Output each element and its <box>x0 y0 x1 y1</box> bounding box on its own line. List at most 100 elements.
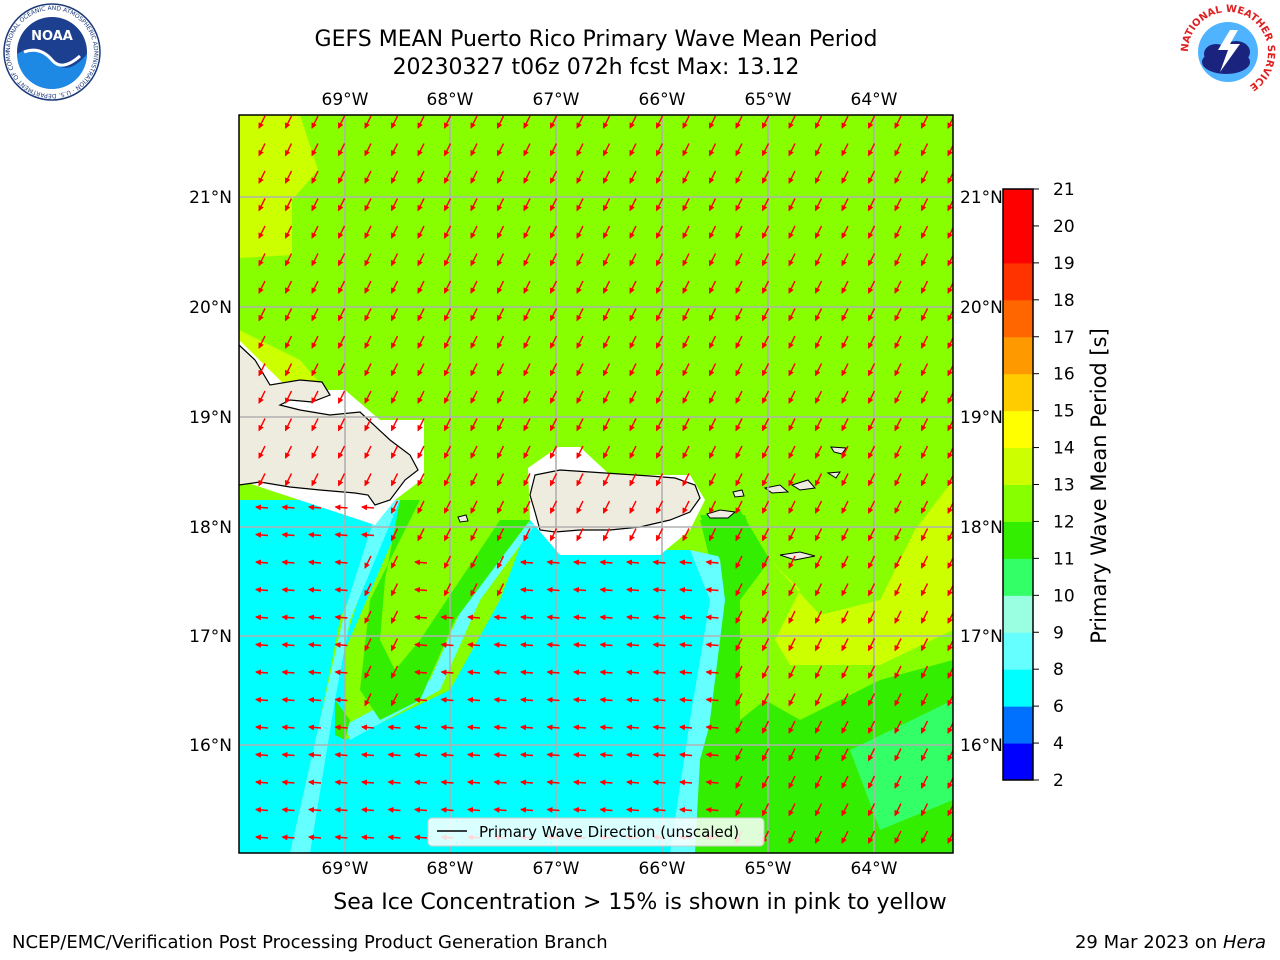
wave-arrow <box>470 335 478 349</box>
colorbar-segment <box>1003 373 1033 412</box>
wave-arrow <box>284 143 293 157</box>
wave-arrow <box>523 170 531 184</box>
wave-arrow <box>549 308 558 322</box>
wave-arrow <box>814 280 823 294</box>
wave-arrow <box>523 115 531 129</box>
wave-arrow <box>467 779 481 786</box>
wave-arrow <box>576 253 584 267</box>
wave-arrow <box>920 693 929 707</box>
wave-arrow <box>947 831 953 844</box>
wave-arrow <box>364 225 372 239</box>
wave-arrow <box>337 143 346 157</box>
wave-arrow <box>894 225 902 239</box>
wave-arrow <box>867 610 876 624</box>
wave-arrow <box>814 500 823 514</box>
wave-arrow <box>467 614 481 621</box>
wave-arrow <box>576 115 584 129</box>
wave-arrow <box>549 170 558 184</box>
wave-arrow <box>496 115 505 129</box>
wave-arrow <box>311 363 319 377</box>
wave-arrow <box>602 170 611 184</box>
wave-arrow <box>470 473 478 487</box>
wave-arrow <box>546 696 560 703</box>
wave-arrow <box>390 225 399 239</box>
wave-arrow <box>705 641 719 648</box>
wave-arrow <box>311 473 319 487</box>
wave-arrow <box>602 198 611 212</box>
wave-arrow <box>599 779 613 786</box>
wave-arrow <box>867 748 876 762</box>
wave-arrow <box>788 583 796 597</box>
wave-arrow <box>390 198 399 212</box>
footer-credit: NCEP/EMC/Verification Post Processing Pr… <box>12 932 608 953</box>
wave-arrow <box>867 555 876 569</box>
wave-arrow <box>761 170 770 184</box>
wave-arrow <box>337 390 346 404</box>
wave-arrow <box>735 638 743 652</box>
wave-arrow <box>652 724 666 731</box>
wave-arrow <box>708 363 717 377</box>
wave-arrow <box>549 363 558 377</box>
wave-arrow <box>788 363 796 377</box>
wave-arrow <box>390 390 399 404</box>
legend-label: Primary Wave Direction (unscaled) <box>479 823 739 841</box>
wave-arrow <box>390 253 399 267</box>
wave-arrow <box>496 473 505 487</box>
wave-arrow <box>841 748 849 762</box>
colorbar-segment <box>1003 484 1033 522</box>
virgin-island <box>790 479 816 491</box>
wave-arrow <box>417 115 425 129</box>
wave-arrow <box>470 253 478 267</box>
lat-tick-left: 18°N <box>189 518 232 538</box>
wave-arrow <box>705 806 719 813</box>
wave-arrow <box>337 308 346 322</box>
wave-arrow <box>576 445 584 459</box>
wave-arrow <box>467 751 481 758</box>
wave-arrow <box>440 724 454 731</box>
wave-arrow <box>520 614 534 621</box>
wave-arrow <box>599 559 613 566</box>
wave-arrow <box>626 696 640 703</box>
wave-arrow <box>311 115 319 129</box>
wave-arrow <box>708 445 717 459</box>
wave-arrow <box>679 779 693 786</box>
wave-arrow <box>308 641 322 648</box>
wave-arrow <box>337 225 346 239</box>
wave-arrow <box>894 143 902 157</box>
wave-arrow <box>573 586 587 593</box>
wave-arrow <box>788 720 796 734</box>
wave-arrow <box>599 641 613 648</box>
wave-arrow <box>867 198 876 212</box>
wave-arrow <box>655 225 664 239</box>
wave-arrow <box>841 528 849 542</box>
wave-arrow <box>920 610 929 624</box>
wave-arrow <box>841 830 849 844</box>
wave-arrow <box>281 751 295 758</box>
wave-arrow <box>546 559 560 566</box>
wave-arrow <box>682 335 690 349</box>
wave-arrow <box>867 803 876 817</box>
wave-arrow <box>308 779 322 786</box>
wave-arrow <box>258 115 266 129</box>
wave-arrow <box>788 390 796 404</box>
wave-arrow <box>602 253 611 267</box>
wave-arrow <box>894 445 902 459</box>
wave-arrow <box>867 473 876 487</box>
colorbar-segment <box>1003 669 1033 707</box>
wave-arrow <box>520 724 534 731</box>
wave-arrow <box>493 751 507 758</box>
period-7s-region <box>290 500 720 853</box>
wave-arrow <box>788 115 796 129</box>
wave-arrow <box>602 335 611 349</box>
wave-arrow <box>520 641 534 648</box>
lon-tick-top: 66°W <box>639 90 686 110</box>
period-11s-band <box>850 700 953 830</box>
wave-arrow <box>308 751 322 758</box>
wave-arrow <box>841 225 849 239</box>
wave-arrow <box>440 751 454 758</box>
wave-arrow <box>894 555 902 569</box>
colorbar-segment <box>1003 189 1033 227</box>
wave-arrow <box>470 225 478 239</box>
colorbar-segment <box>1003 558 1033 596</box>
wave-arrow <box>735 225 743 239</box>
